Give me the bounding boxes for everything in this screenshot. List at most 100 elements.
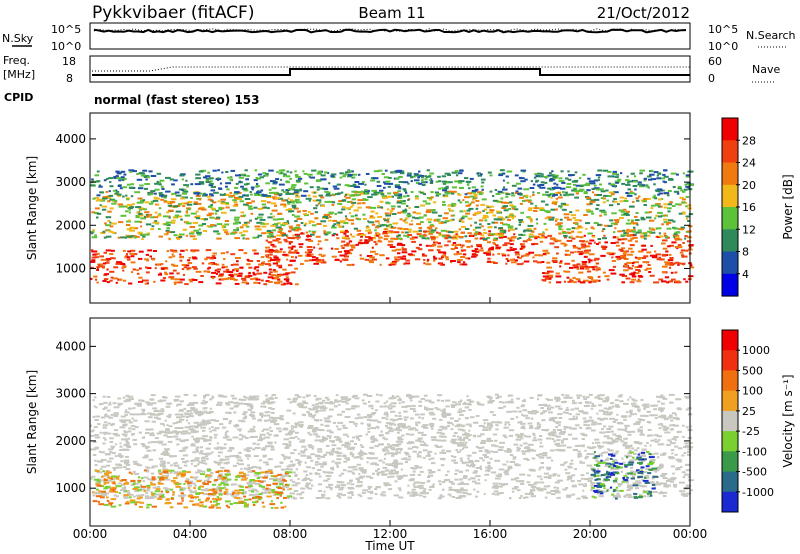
heatmap-cell xyxy=(200,275,204,277)
heatmap-cell xyxy=(383,482,390,485)
heatmap-cell xyxy=(286,191,289,194)
heatmap-cell xyxy=(338,474,342,477)
heatmap-cell xyxy=(284,240,289,243)
heatmap-cell xyxy=(470,224,473,227)
heatmap-cell xyxy=(578,410,584,413)
heatmap-cell xyxy=(116,261,122,264)
heatmap-cell xyxy=(314,463,319,466)
heatmap-cell xyxy=(383,218,386,221)
heatmap-cell xyxy=(166,424,169,427)
heatmap-cell xyxy=(117,203,124,206)
heatmap-cell xyxy=(665,250,669,253)
heatmap-cell xyxy=(625,250,629,253)
heatmap-cell xyxy=(352,436,355,439)
heatmap-cell xyxy=(164,271,168,274)
heatmap-cell xyxy=(396,259,399,262)
heatmap-cell xyxy=(472,198,476,201)
heatmap-cell xyxy=(137,197,143,200)
heatmap-cell xyxy=(406,205,409,207)
heatmap-cell xyxy=(343,469,347,472)
heatmap-cell xyxy=(106,395,111,398)
heatmap-cell xyxy=(654,189,657,192)
heatmap-cell xyxy=(286,282,292,285)
heatmap-cell xyxy=(546,266,552,269)
heatmap-cell xyxy=(596,188,602,191)
heatmap-cell xyxy=(341,191,344,194)
heatmap-cell xyxy=(319,429,325,432)
heatmap-cell xyxy=(459,441,465,444)
heatmap-cell xyxy=(190,412,194,415)
heatmap-cell xyxy=(388,452,395,455)
heatmap-cell xyxy=(257,439,263,442)
heatmap-cell xyxy=(502,244,508,247)
heatmap-cell xyxy=(254,193,258,196)
heatmap-cell xyxy=(622,461,626,464)
heatmap-cell xyxy=(219,182,223,185)
heatmap-cell xyxy=(662,397,668,400)
heatmap-cell xyxy=(475,204,479,207)
heatmap-cell xyxy=(371,189,377,192)
heatmap-cell xyxy=(648,211,652,214)
heatmap-cell xyxy=(682,476,686,479)
heatmap-cell xyxy=(571,259,575,262)
heatmap-cell xyxy=(235,257,241,259)
heatmap-cell xyxy=(369,491,374,494)
heatmap-cell xyxy=(405,433,410,436)
heatmap-cell xyxy=(655,235,658,238)
heatmap-cell xyxy=(191,266,197,269)
heatmap-cell xyxy=(457,193,462,196)
heatmap-cell xyxy=(615,173,620,176)
heatmap-cell xyxy=(604,224,610,227)
heatmap-cell xyxy=(213,480,218,483)
heatmap-cell xyxy=(320,196,325,199)
heatmap-cell xyxy=(224,277,230,280)
heatmap-cell xyxy=(169,178,174,181)
heatmap-cell xyxy=(350,170,354,173)
heatmap-cell xyxy=(363,416,368,419)
heatmap-cell xyxy=(268,407,272,410)
heatmap-cell xyxy=(91,211,96,214)
heatmap-cell xyxy=(123,459,130,462)
heatmap-cell xyxy=(487,241,492,244)
heatmap-cell xyxy=(568,413,572,416)
heatmap-cell xyxy=(279,248,283,251)
heatmap-cell xyxy=(380,193,385,196)
heatmap-cell xyxy=(623,256,627,259)
heatmap-cell xyxy=(99,467,103,470)
heatmap-cell xyxy=(656,174,659,177)
heatmap-cell xyxy=(322,399,326,402)
heatmap-cell xyxy=(532,256,535,259)
heatmap-cell xyxy=(509,228,515,231)
heatmap-cell xyxy=(603,435,610,438)
heatmap-cell xyxy=(481,181,485,184)
heatmap-cell xyxy=(496,475,502,478)
heatmap-cell xyxy=(469,195,474,198)
heatmap-cell xyxy=(91,475,96,478)
heatmap-cell xyxy=(272,239,278,242)
heatmap-cell xyxy=(388,182,394,185)
heatmap-cell xyxy=(686,182,692,185)
heatmap-cell xyxy=(450,404,457,407)
heatmap-cell xyxy=(318,247,323,250)
heatmap-cell xyxy=(566,276,570,279)
heatmap-cell xyxy=(473,470,478,473)
heatmap-cell xyxy=(460,256,466,258)
heatmap-cell xyxy=(490,261,496,264)
heatmap-cell xyxy=(634,406,640,408)
heatmap-cell xyxy=(234,221,240,224)
heatmap-cell xyxy=(144,211,150,214)
heatmap-cell xyxy=(245,455,251,458)
heatmap-cell xyxy=(551,438,555,440)
heatmap-cell xyxy=(657,408,664,411)
heatmap-cell xyxy=(463,210,466,213)
heatmap-cell xyxy=(163,223,169,226)
heatmap-cell xyxy=(505,193,511,196)
colorbar-swatch xyxy=(722,229,738,253)
heatmap-cell xyxy=(188,278,192,281)
heatmap-cell xyxy=(268,188,272,191)
heatmap-cell xyxy=(476,233,483,236)
heatmap-cell xyxy=(244,198,251,200)
heatmap-cell xyxy=(407,182,410,185)
heatmap-cell xyxy=(482,238,488,241)
heatmap-cell xyxy=(674,246,680,248)
